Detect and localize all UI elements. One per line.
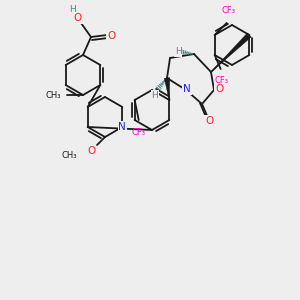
- Text: CF₃: CF₃: [222, 6, 236, 15]
- Text: O: O: [205, 116, 213, 126]
- Text: H: H: [175, 47, 182, 56]
- Text: O: O: [87, 146, 95, 156]
- Polygon shape: [164, 78, 170, 100]
- Text: N: N: [183, 84, 191, 94]
- Text: CF₃: CF₃: [215, 76, 229, 85]
- Text: H: H: [152, 91, 158, 100]
- Text: CF₃: CF₃: [132, 128, 146, 137]
- Text: O: O: [215, 84, 223, 94]
- Text: H: H: [69, 4, 75, 14]
- Polygon shape: [211, 33, 251, 72]
- Text: CH₃: CH₃: [61, 151, 77, 160]
- Text: O: O: [74, 13, 82, 23]
- Text: O: O: [107, 31, 115, 41]
- Text: CH₃: CH₃: [46, 91, 61, 100]
- Text: N: N: [118, 122, 126, 132]
